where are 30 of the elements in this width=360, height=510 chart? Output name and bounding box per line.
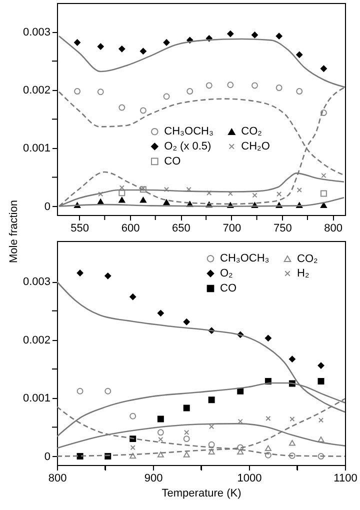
y-tick-label: 0	[44, 200, 50, 213]
legend-label: CH₂O	[241, 140, 270, 152]
legend-label: CH₃OCH₃	[220, 252, 270, 265]
y-tick-label: 0.002	[22, 84, 50, 97]
x-tick-label: 800	[48, 472, 67, 484]
x-tick-label: 750	[273, 222, 292, 234]
x-tick-label: 550	[70, 222, 89, 234]
legend-label: O₂ (x 0.5)	[164, 140, 212, 152]
x-axis-title: Temperature (K)	[162, 488, 242, 500]
x-tick-label: 1100	[334, 472, 358, 484]
y-tick-label: 0.003	[22, 26, 50, 39]
x-tick-label: 700	[222, 222, 242, 234]
legend-label: CO	[220, 282, 237, 294]
legend-label: CO₂	[241, 126, 262, 138]
x-tick-label: 800	[324, 222, 343, 234]
y-tick-label: 0.001	[22, 392, 50, 405]
y-tick-label: 0.003	[22, 276, 50, 288]
y-tick-label: 0.002	[22, 334, 50, 346]
legend-label: CH₃OCH₃	[164, 126, 214, 138]
legend-label: CO₂	[297, 252, 318, 265]
x-tick-label: 1000	[237, 472, 262, 484]
y-tick-label: 0.001	[22, 142, 50, 155]
x-tick-label: 650	[172, 222, 190, 234]
x-tick-label: 600	[121, 222, 140, 234]
y-tick-label: 0	[44, 450, 50, 463]
legend-label: H₂	[297, 268, 310, 280]
y-axis-title: Mole fraction	[8, 200, 20, 263]
legend-label: O₂	[220, 268, 233, 280]
x-tick-label: 900	[144, 472, 163, 484]
legend-label: CO	[164, 155, 182, 168]
